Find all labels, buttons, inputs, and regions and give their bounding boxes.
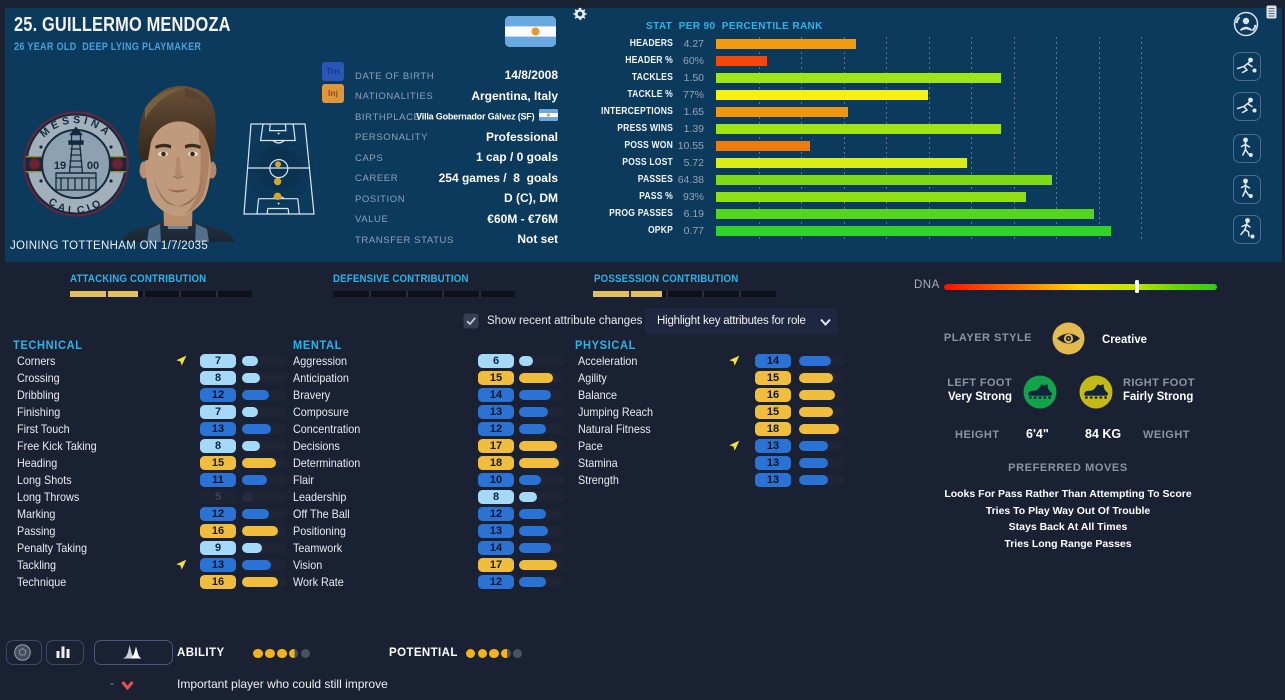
svg-text:00: 00 bbox=[87, 160, 99, 172]
svg-text:19: 19 bbox=[54, 160, 66, 172]
